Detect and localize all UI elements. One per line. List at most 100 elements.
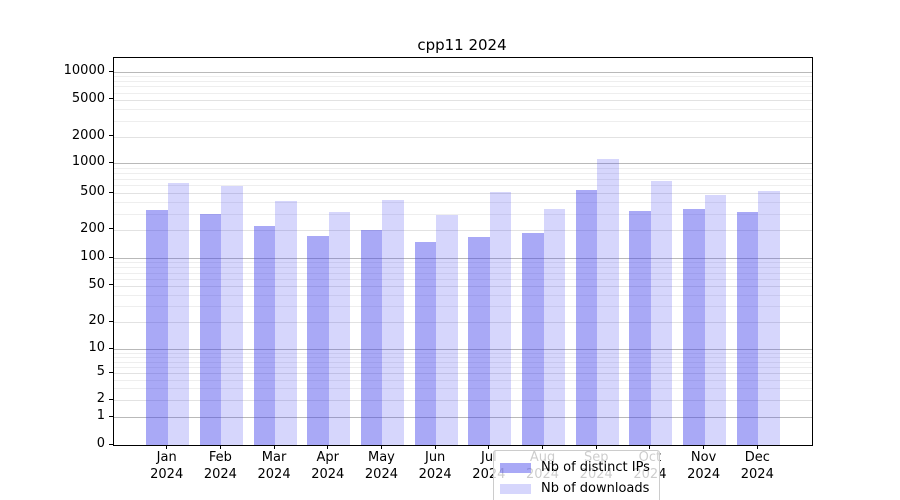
x-tick-month: Jun xyxy=(424,450,446,465)
y-tick-mark xyxy=(109,415,113,417)
y-gridline xyxy=(114,285,812,287)
x-tick-year: 2024 xyxy=(203,466,237,482)
y-gridline-minor xyxy=(114,267,812,269)
bar-nb-of-downloads-aug xyxy=(543,208,566,445)
y-gridline-minor xyxy=(114,81,812,83)
plot-area: Nb of distinct IPs Nb of downloads xyxy=(113,57,813,500)
bar-nb-of-downloads-jan xyxy=(167,182,190,445)
bar-nb-of-downloads-oct xyxy=(650,180,673,445)
bar-nb-of-downloads-mar xyxy=(275,201,297,445)
y-tick-label: 10 xyxy=(88,340,105,356)
y-tick-label: 500 xyxy=(80,184,105,200)
bar-nb-of-distinct-ips-mar xyxy=(253,225,276,445)
bar-nb-of-distinct-ips-jan xyxy=(146,210,168,445)
x-tick-label-apr: Apr 2024 xyxy=(298,450,358,483)
y-tick-label: 1000 xyxy=(71,154,105,170)
y-gridline-minor xyxy=(114,262,812,264)
y-gridline-minor xyxy=(114,278,812,280)
y-gridline xyxy=(114,373,812,375)
x-tick-mark xyxy=(703,445,705,449)
y-tick-mark xyxy=(109,70,113,72)
legend-label-distinct-ips: Nb of distinct IPs xyxy=(541,460,650,475)
x-tick-month: Apr xyxy=(316,450,340,465)
y-tick-label: 2000 xyxy=(71,127,105,143)
x-tick-year: 2024 xyxy=(687,466,721,482)
legend-swatch-distinct-ips xyxy=(500,462,531,473)
y-tick-mark xyxy=(109,371,113,373)
y-gridline-minor xyxy=(114,92,812,94)
y-gridline-minor xyxy=(114,357,812,359)
y-gridline-minor xyxy=(114,108,812,110)
x-tick-mark xyxy=(327,445,329,449)
x-tick-mark xyxy=(542,445,544,449)
y-tick-mark xyxy=(109,161,113,163)
y-gridline xyxy=(114,72,812,73)
bar-nb-of-distinct-ips-aug xyxy=(522,232,544,445)
y-gridline xyxy=(114,229,812,231)
y-tick-mark xyxy=(109,256,113,258)
y-gridline-minor xyxy=(114,352,812,354)
y-gridline xyxy=(114,417,812,419)
y-tick-label: 100 xyxy=(80,249,105,265)
y-tick-mark xyxy=(109,347,113,349)
y-gridline xyxy=(114,349,812,351)
y-gridline xyxy=(114,99,812,101)
x-tick-mark xyxy=(756,445,758,449)
x-tick-year: 2024 xyxy=(257,466,291,482)
x-tick-month: Jan xyxy=(156,450,177,465)
bar-nb-of-downloads-feb xyxy=(221,186,243,445)
bar-nb-of-distinct-ips-jun xyxy=(414,241,437,445)
bar-nb-of-distinct-ips-oct xyxy=(629,211,651,445)
legend-swatch-downloads xyxy=(500,483,531,494)
x-tick-label-dec: Dec 2024 xyxy=(727,450,787,483)
x-tick-year: 2024 xyxy=(364,466,398,482)
y-gridline-minor xyxy=(114,202,812,204)
y-gridline xyxy=(114,193,812,195)
bar-nb-of-downloads-apr xyxy=(328,211,351,445)
y-tick-mark xyxy=(109,320,113,322)
x-tick-mark xyxy=(380,445,382,449)
y-gridline-minor xyxy=(114,388,812,390)
bar-nb-of-distinct-ips-nov xyxy=(683,209,705,445)
x-tick-month: Jul xyxy=(481,450,497,465)
bar-nb-of-distinct-ips-jul xyxy=(468,237,490,445)
bar-nb-of-distinct-ips-feb xyxy=(199,214,222,445)
bar-nb-of-distinct-ips-sep xyxy=(575,190,598,445)
y-gridline-minor xyxy=(114,379,812,381)
x-tick-month: Mar xyxy=(261,450,287,465)
y-gridline-minor xyxy=(114,306,812,308)
bar-nb-of-distinct-ips-may xyxy=(360,230,383,445)
y-tick-label: 5 xyxy=(96,364,105,380)
bar-nb-of-downloads-sep xyxy=(597,159,619,445)
legend-row-distinct-ips: Nb of distinct IPs xyxy=(500,457,650,478)
y-gridline-minor xyxy=(114,213,812,215)
legend-row-downloads: Nb of downloads xyxy=(500,478,650,499)
y-gridline-minor xyxy=(114,76,812,78)
y-gridline-minor xyxy=(114,185,812,187)
bar-nb-of-distinct-ips-dec xyxy=(736,212,759,445)
x-tick-mark xyxy=(488,445,490,449)
x-tick-label-jun: Jun 2024 xyxy=(405,450,465,483)
x-tick-year: 2024 xyxy=(418,466,452,482)
y-tick-mark xyxy=(109,398,113,400)
y-gridline-minor xyxy=(114,272,812,274)
y-tick-label: 200 xyxy=(80,220,105,236)
x-tick-label-may: May 2024 xyxy=(351,450,411,483)
x-tick-month: Dec xyxy=(744,450,770,465)
y-gridline-minor xyxy=(114,172,812,174)
x-tick-label-nov: Nov 2024 xyxy=(674,450,734,483)
x-tick-month: Nov xyxy=(690,450,717,465)
y-tick-label: 0 xyxy=(96,436,105,451)
x-tick-mark xyxy=(434,445,436,449)
x-tick-mark xyxy=(166,445,168,449)
x-tick-mark xyxy=(273,445,275,449)
y-gridline-minor xyxy=(114,361,812,363)
bar-nb-of-downloads-may xyxy=(382,200,404,445)
x-tick-year: 2024 xyxy=(150,466,184,482)
x-tick-mark xyxy=(595,445,597,449)
y-tick-label: 10000 xyxy=(63,63,105,78)
x-tick-mark xyxy=(649,445,651,449)
y-tick-mark xyxy=(109,191,113,193)
bar-nb-of-downloads-jun xyxy=(436,215,458,445)
